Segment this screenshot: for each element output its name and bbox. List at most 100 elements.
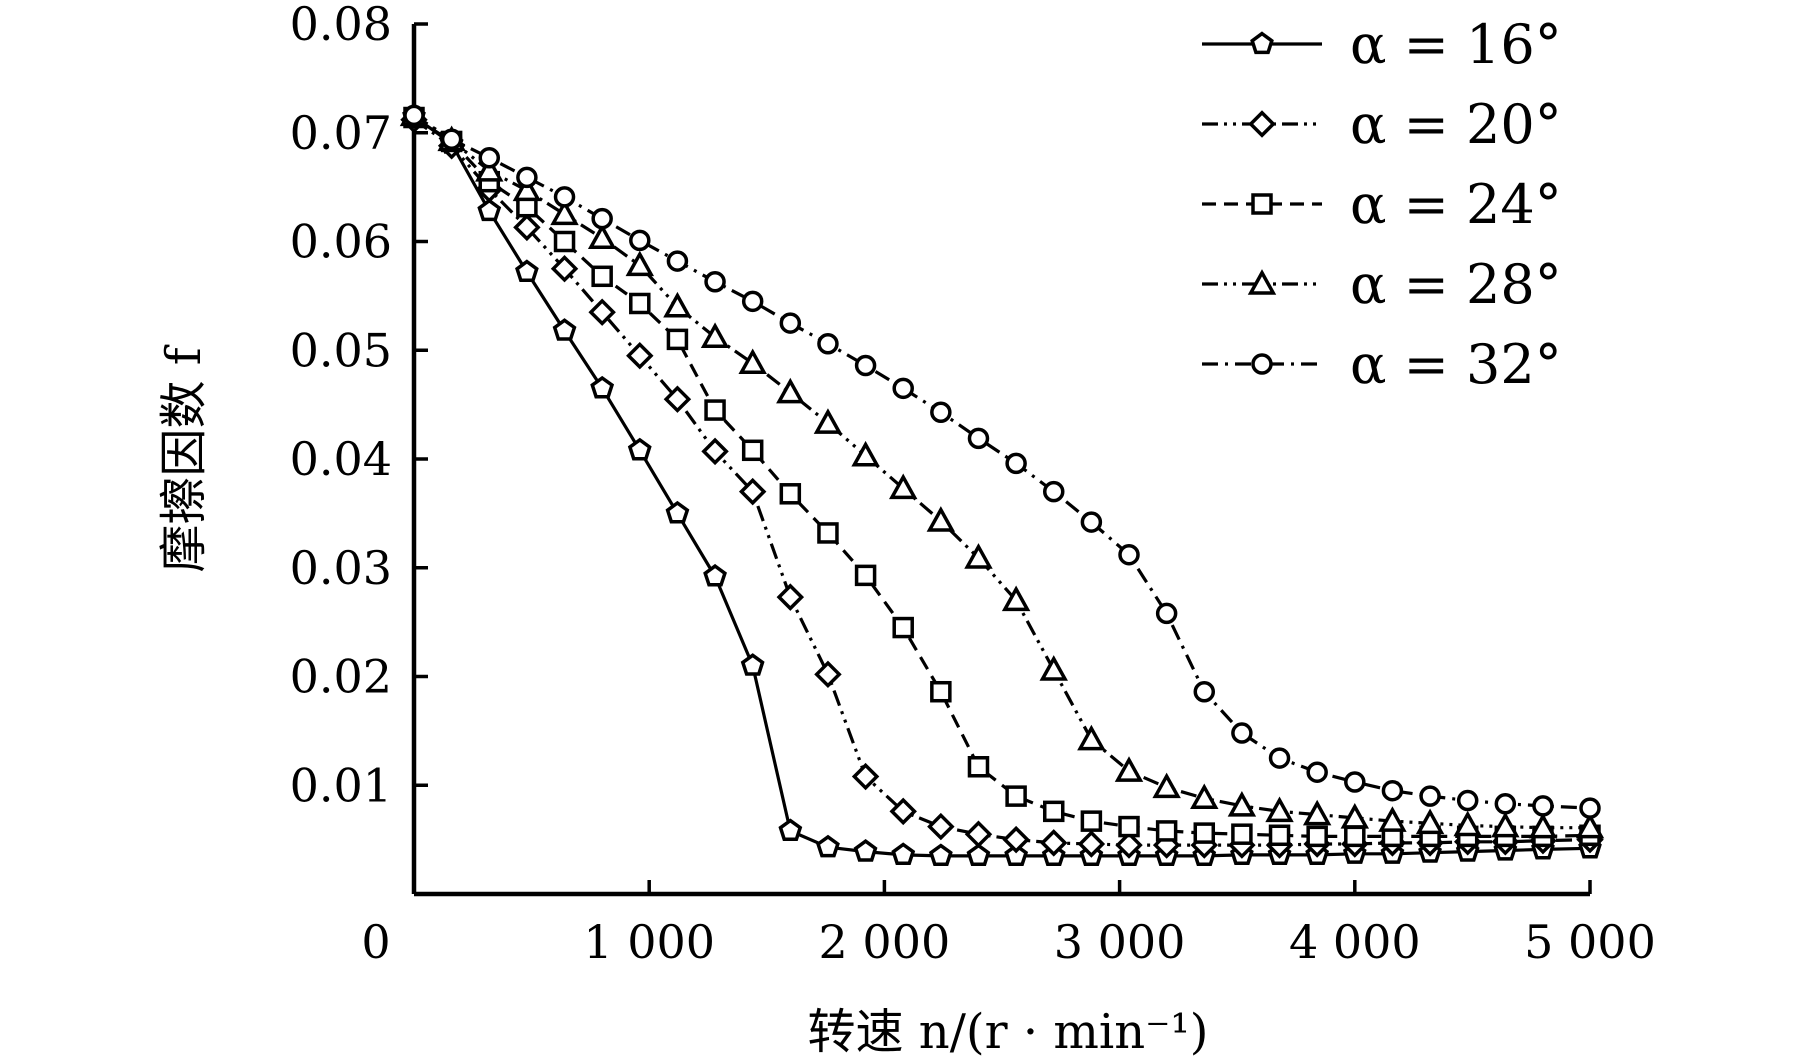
data-point-triangle — [926, 506, 956, 532]
data-point-square — [967, 756, 990, 778]
legend-item: α = 24° — [1202, 173, 1562, 236]
legend-marker-pentagon — [1250, 31, 1274, 55]
data-point-circle — [1344, 771, 1366, 793]
data-point-square — [704, 399, 726, 421]
data-point-circle — [478, 147, 501, 169]
data-point-circle — [741, 290, 764, 313]
data-point-diamond — [1115, 831, 1143, 859]
series-circle — [403, 104, 1601, 819]
data-point-circle — [553, 186, 576, 208]
data-point-pentagon — [627, 437, 652, 461]
series-line-diamond — [413, 118, 1591, 847]
data-point-diamond — [738, 477, 767, 506]
data-point-triangle — [738, 348, 767, 375]
data-point-square — [892, 616, 914, 639]
data-point-circle — [1494, 792, 1517, 815]
y-tick-label: 0.03 — [290, 541, 392, 595]
data-point-circle — [591, 207, 613, 230]
data-point-circle — [1381, 779, 1404, 802]
data-point-square — [854, 564, 877, 587]
data-point-pentagon — [477, 198, 502, 222]
data-point-circle — [817, 332, 839, 355]
data-point-pentagon — [891, 842, 916, 865]
y-axis-title: 摩擦因数 f — [156, 344, 212, 572]
legend-item: α = 20° — [1202, 93, 1562, 156]
data-point-pentagon — [778, 818, 803, 842]
data-point-triangle — [1152, 772, 1181, 799]
data-point-triangle — [1190, 783, 1219, 810]
y-tick-label: 0.06 — [290, 215, 392, 269]
series-triangle — [399, 100, 1605, 839]
data-point-circle — [1579, 797, 1601, 819]
data-point-circle — [1193, 680, 1216, 703]
data-point-square — [817, 522, 839, 544]
data-point-triangle — [1575, 812, 1605, 839]
data-point-pentagon — [966, 843, 991, 867]
data-point-circle — [1419, 785, 1441, 807]
series-layer — [399, 100, 1605, 867]
data-point-triangle — [512, 175, 542, 202]
data-point-circle — [1118, 543, 1140, 566]
legend-item: α = 28° — [1202, 253, 1562, 316]
y-tick-label: 0.02 — [290, 650, 392, 704]
data-point-square — [1080, 810, 1103, 832]
data-point-square — [591, 265, 613, 288]
data-point-circle — [1155, 602, 1178, 625]
data-point-diamond — [513, 213, 541, 242]
legend-marker-diamond — [1248, 110, 1276, 138]
data-point-triangle — [964, 543, 993, 569]
x-tick-label: 2 000 — [819, 915, 951, 969]
data-point-diamond — [964, 820, 993, 848]
data-point-circle — [854, 354, 877, 377]
data-point-square — [741, 439, 764, 462]
legend-item: α = 32° — [1202, 333, 1562, 396]
data-point-diamond — [851, 762, 880, 791]
data-point-square — [666, 328, 689, 351]
data-point-square — [930, 680, 952, 703]
data-point-triangle — [1227, 791, 1257, 817]
data-point-square — [1155, 820, 1178, 842]
data-point-diamond — [1002, 825, 1030, 854]
data-point-square — [1268, 824, 1291, 847]
y-tick-label: 0.01 — [290, 758, 392, 812]
data-point-pentagon — [1004, 843, 1029, 867]
data-point-circle — [704, 270, 726, 293]
data-point-triangle — [700, 322, 730, 348]
data-point-triangle — [1302, 799, 1332, 826]
data-point-triangle — [1453, 810, 1482, 837]
data-point-triangle — [1528, 812, 1558, 839]
data-point-diamond — [550, 254, 579, 283]
legend-label: α = 24° — [1350, 173, 1562, 236]
data-point-triangle — [587, 223, 617, 249]
data-point-circle — [930, 401, 952, 423]
legend: α = 16° α = 20° α = 24° α = 28° α = 32° — [1202, 13, 1562, 396]
legend-item: α = 16° — [1202, 13, 1562, 76]
legend-marker-triangle — [1247, 269, 1277, 295]
data-point-pentagon — [740, 653, 765, 676]
data-point-pentagon — [665, 500, 690, 524]
data-point-square — [779, 483, 802, 505]
data-point-diamond — [588, 298, 616, 326]
data-point-circle — [666, 250, 689, 272]
data-point-triangle — [1378, 806, 1407, 832]
data-point-pentagon — [928, 843, 953, 867]
data-point-circle — [629, 229, 651, 252]
data-point-square — [1118, 815, 1140, 838]
data-point-triangle — [813, 408, 843, 434]
x-axis-title: 转速 n/(r · min⁻¹) — [808, 1004, 1209, 1060]
data-point-circle — [1231, 722, 1253, 744]
data-point-pentagon — [703, 563, 727, 587]
data-point-diamond — [1040, 829, 1068, 857]
data-point-diamond — [927, 812, 955, 841]
y-tick-label: 0.05 — [290, 323, 392, 377]
data-point-circle — [516, 166, 538, 189]
data-point-diamond — [776, 583, 805, 611]
data-point-circle — [403, 104, 425, 127]
data-point-square — [1193, 822, 1216, 844]
data-point-square — [1042, 800, 1065, 823]
data-point-circle — [1306, 761, 1328, 783]
data-point-diamond — [626, 341, 654, 370]
data-point-triangle — [851, 440, 880, 467]
y-tick-label: 0.08 — [290, 0, 392, 51]
data-point-triangle — [475, 155, 504, 182]
